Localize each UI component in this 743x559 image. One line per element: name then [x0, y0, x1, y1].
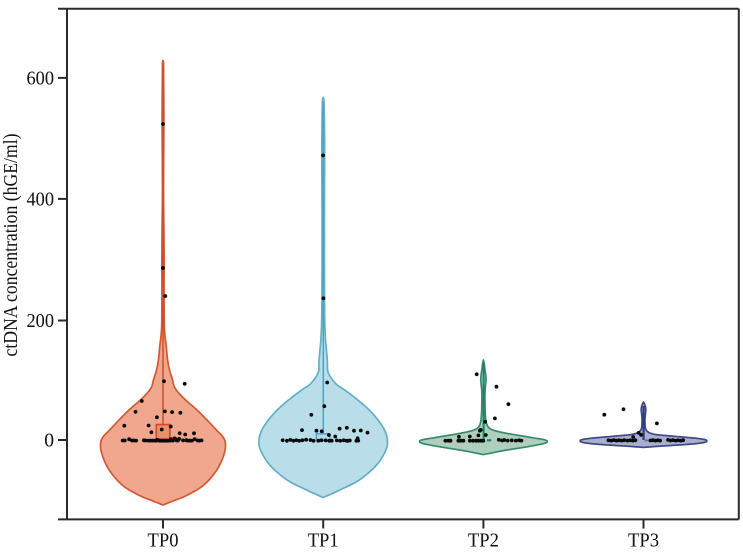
svg-text:TP0: TP0: [148, 530, 179, 552]
svg-text:TP2: TP2: [468, 530, 499, 552]
svg-text:200: 200: [27, 310, 55, 332]
svg-text:TP3: TP3: [628, 530, 659, 552]
svg-text:600: 600: [27, 67, 55, 89]
svg-text:400: 400: [27, 188, 55, 210]
svg-text:0: 0: [44, 430, 54, 452]
svg-text:TP1: TP1: [308, 530, 339, 552]
svg-text:ctDNA concentration (hGE/ml): ctDNA concentration (hGE/ml): [0, 134, 22, 357]
